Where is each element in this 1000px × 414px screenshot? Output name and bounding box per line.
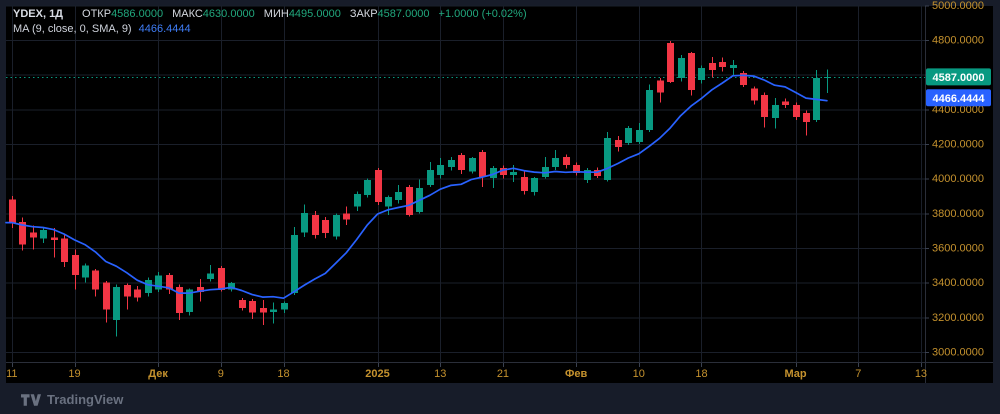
svg-text:3400.0000: 3400.0000 <box>932 277 984 289</box>
svg-text:3600.0000: 3600.0000 <box>932 242 984 254</box>
svg-text:2025: 2025 <box>365 368 389 380</box>
price-axis[interactable]: 5000.00004800.00004600.00004400.00004200… <box>925 0 991 358</box>
svg-text:4800.0000: 4800.0000 <box>932 34 984 46</box>
price-badge: 4466.4444 <box>926 89 991 107</box>
svg-text:9: 9 <box>218 368 224 380</box>
svg-text:4587.0000: 4587.0000 <box>933 72 985 84</box>
axis-lines <box>6 6 993 383</box>
svg-text:4400.0000: 4400.0000 <box>932 104 984 116</box>
svg-text:4000.0000: 4000.0000 <box>932 173 984 185</box>
svg-text:19: 19 <box>68 368 80 380</box>
ohlc-label: ЗАКР <box>349 8 378 20</box>
svg-text:4466.4444: 4466.4444 <box>933 93 986 105</box>
tradingview-logo-text: TradingView <box>47 392 124 407</box>
svg-text:Дек: Дек <box>148 368 168 380</box>
ohlc-value: 4630.0000 <box>202 8 255 20</box>
tradingview-logo-icon <box>21 393 41 406</box>
svg-text:3200.0000: 3200.0000 <box>932 312 984 324</box>
gridlines <box>6 5 925 362</box>
price-badge: 4587.0000 <box>926 68 991 86</box>
svg-text:13: 13 <box>915 368 927 380</box>
svg-text:5000.0000: 5000.0000 <box>932 0 984 12</box>
ma-indicator-value: 4466.4444 <box>138 23 191 35</box>
ma-line <box>5 74 828 300</box>
ohlc-label: МАКС <box>172 8 203 20</box>
svg-text:3000.0000: 3000.0000 <box>932 346 984 358</box>
ma-indicator-label: MA (9, close, 0, SMA, 9) <box>13 23 132 35</box>
svg-text:4200.0000: 4200.0000 <box>932 138 984 150</box>
ohlc-value: 4495.0000 <box>288 8 341 20</box>
symbol-title: YDEX, 1Д <box>13 8 64 20</box>
svg-text:21: 21 <box>497 368 509 380</box>
change-value: +1.0000 (+0.02%) <box>438 8 527 20</box>
svg-text:7: 7 <box>855 368 861 380</box>
svg-text:11: 11 <box>6 368 17 380</box>
svg-text:10: 10 <box>633 368 645 380</box>
candles-layer[interactable] <box>9 40 831 337</box>
chart-pane[interactable] <box>6 6 993 383</box>
time-axis[interactable]: 11 19 Дек 9 18 2025 13 21 Фев 10 18 Мар 7 13 <box>6 363 927 380</box>
svg-text:18: 18 <box>695 368 707 380</box>
ohlc-value: 4586.0000 <box>111 8 164 20</box>
legend-ohlc-row: YDEX, 1Д ОТКР4586.0000 МАКС4630.0000 МИН449… <box>13 7 527 22</box>
legend-ma-row: MA (9, close, 0, SMA, 9) 4466.4444 <box>13 22 527 37</box>
ohlc-label: МИН <box>263 8 289 20</box>
svg-text:13: 13 <box>434 368 446 380</box>
ohlc-values: ОТКР4586.0000 МАКС4630.0000 МИН4495.0000 ЗА… <box>73 8 430 20</box>
tradingview-logo[interactable]: TradingView <box>21 392 123 407</box>
svg-text:Фев: Фев <box>565 368 588 380</box>
ohlc-label: ОТКР <box>82 8 112 20</box>
legend: YDEX, 1Д ОТКР4586.0000 МАКС4630.0000 МИН449… <box>13 7 527 37</box>
svg-text:Мар: Мар <box>784 368 806 380</box>
svg-text:3800.0000: 3800.0000 <box>932 208 984 220</box>
ohlc-value: 4587.0000 <box>377 8 430 20</box>
svg-text:18: 18 <box>277 368 289 380</box>
